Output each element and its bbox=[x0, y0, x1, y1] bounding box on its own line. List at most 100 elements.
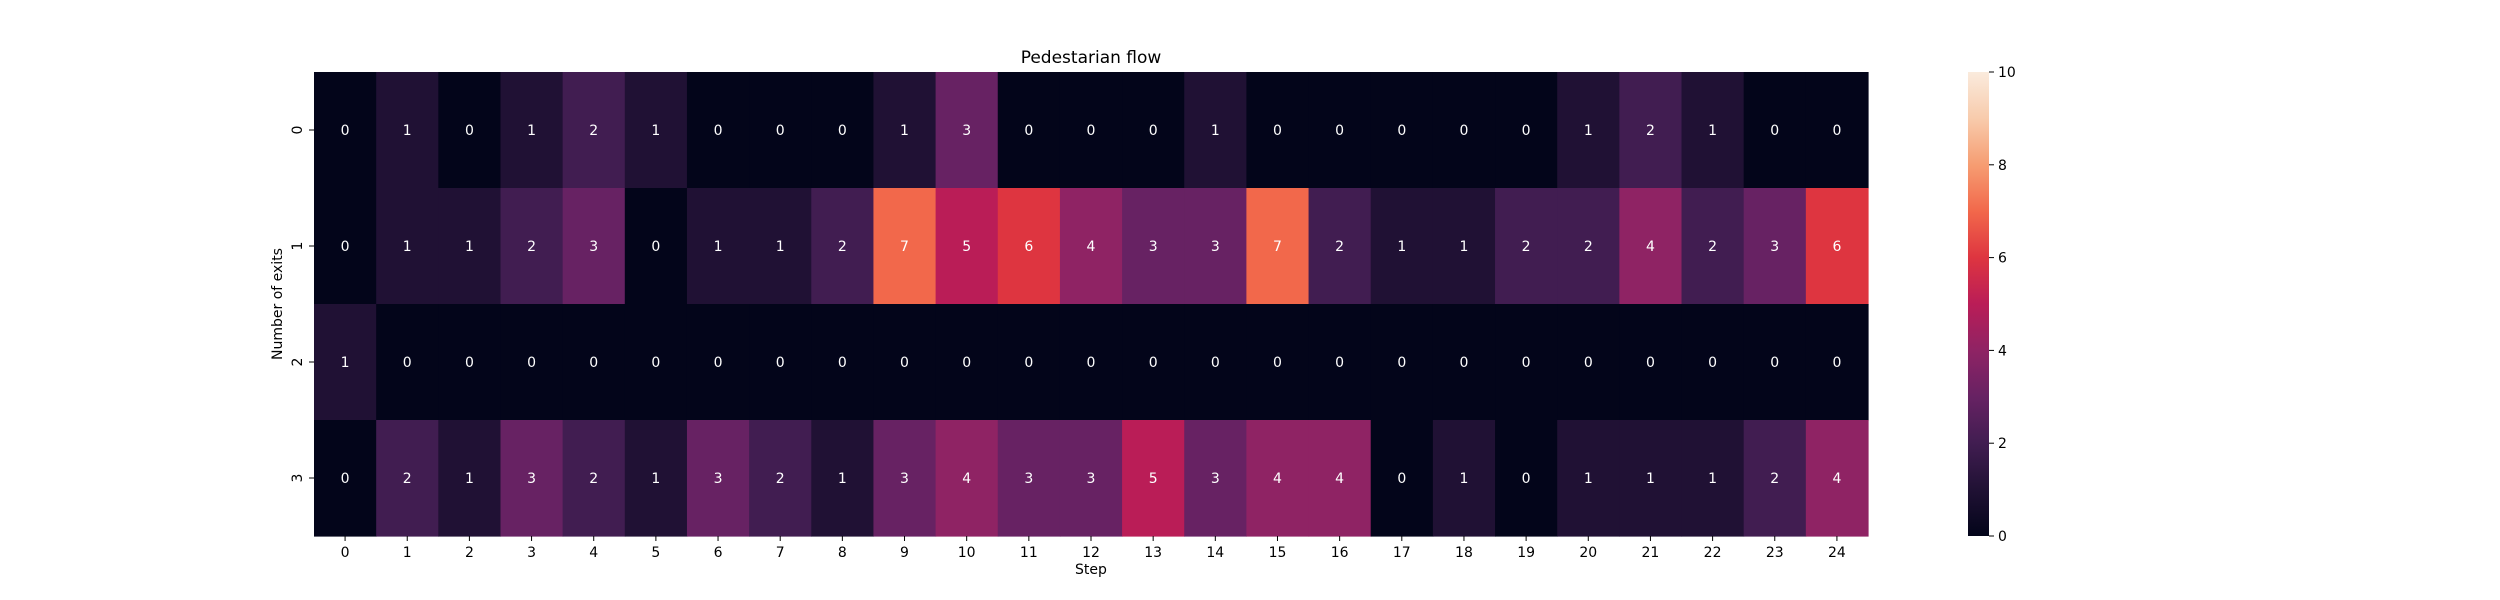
x-tick-label: 8 bbox=[838, 545, 847, 561]
heatmap-cell bbox=[997, 188, 1061, 305]
cell-value-label: 0 bbox=[1770, 123, 1779, 139]
heatmap-cell bbox=[562, 72, 626, 189]
heatmap-cell bbox=[811, 304, 875, 421]
heatmap-cell bbox=[314, 188, 377, 305]
heatmap-cell bbox=[438, 420, 502, 537]
cell-value-label: 0 bbox=[465, 123, 474, 139]
heatmap-cell bbox=[1184, 188, 1247, 305]
heatmap-cell bbox=[749, 188, 812, 305]
cell-value-label: 0 bbox=[1522, 355, 1531, 371]
heatmap-cell bbox=[1743, 72, 1807, 189]
cell-value-label: 1 bbox=[1459, 471, 1468, 487]
heatmap-cell bbox=[1557, 188, 1620, 305]
heatmap-cell bbox=[500, 420, 564, 537]
cell-value-label: 2 bbox=[1708, 239, 1717, 255]
heatmap-cell bbox=[314, 304, 377, 421]
y-axis-ticks: 0 1 2 3 bbox=[290, 126, 314, 482]
heatmap-cell bbox=[873, 420, 937, 537]
x-tick-label: 1 bbox=[403, 545, 412, 561]
cell-value-label: 2 bbox=[1584, 239, 1593, 255]
cell-value-label: 1 bbox=[1646, 471, 1655, 487]
cell-value-label: 3 bbox=[714, 471, 723, 487]
heatmap-cell bbox=[1432, 304, 1496, 421]
cell-value-label: 1 bbox=[900, 123, 909, 139]
heatmap-cell bbox=[562, 304, 626, 421]
heatmap-cell bbox=[438, 188, 502, 305]
heatmap-cell bbox=[1308, 304, 1372, 421]
cell-value-label: 3 bbox=[589, 239, 598, 255]
cell-value-label: 6 bbox=[1832, 239, 1841, 255]
cell-value-label: 7 bbox=[1273, 239, 1282, 255]
cell-value-label: 2 bbox=[589, 123, 598, 139]
heatmap-cell bbox=[1246, 188, 1310, 305]
cell-value-label: 0 bbox=[341, 239, 350, 255]
heatmap-cell bbox=[1122, 304, 1185, 421]
colorbar-tick-label: 4 bbox=[1998, 343, 2007, 359]
x-tick-label: 15 bbox=[1269, 545, 1287, 561]
heatmap-cell bbox=[1495, 72, 1558, 189]
cell-value-label: 0 bbox=[341, 123, 350, 139]
heatmap-cell bbox=[1495, 304, 1558, 421]
cell-value-label: 7 bbox=[900, 239, 909, 255]
y-tick-label: 0 bbox=[290, 126, 306, 135]
cell-value-label: 0 bbox=[1832, 355, 1841, 371]
heatmap-cell bbox=[1619, 304, 1683, 421]
cell-value-label: 0 bbox=[589, 355, 598, 371]
heatmap-cell bbox=[1619, 72, 1683, 189]
cell-value-label: 3 bbox=[527, 471, 536, 487]
heatmap-cell bbox=[686, 188, 750, 305]
y-axis-label: Number of exits bbox=[270, 248, 286, 360]
cell-value-label: 3 bbox=[1024, 471, 1033, 487]
cell-value-label: 2 bbox=[527, 239, 536, 255]
x-tick-label: 13 bbox=[1144, 545, 1162, 561]
heatmap-cell bbox=[873, 188, 937, 305]
heatmap-cell bbox=[935, 188, 999, 305]
cell-value-label: 0 bbox=[1832, 123, 1841, 139]
cell-value-label: 0 bbox=[465, 355, 474, 371]
cell-value-label: 0 bbox=[776, 355, 785, 371]
cell-value-label: 6 bbox=[1024, 239, 1033, 255]
heatmap-cell bbox=[1681, 72, 1745, 189]
heatmap-cell bbox=[1432, 188, 1496, 305]
heatmap-cell bbox=[1681, 304, 1745, 421]
cell-value-label: 1 bbox=[1708, 471, 1717, 487]
cell-value-label: 2 bbox=[776, 471, 785, 487]
heatmap-cell bbox=[811, 420, 875, 537]
cell-value-label: 0 bbox=[1397, 355, 1406, 371]
cell-value-label: 3 bbox=[1149, 239, 1158, 255]
heatmap-cell bbox=[1370, 72, 1434, 189]
chart-title: Pedestarian flow bbox=[1021, 48, 1162, 68]
colorbar-tick-label: 10 bbox=[1998, 65, 2016, 81]
heatmap-cell bbox=[1619, 420, 1683, 537]
cell-value-label: 0 bbox=[1024, 355, 1033, 371]
cell-value-label: 0 bbox=[1335, 123, 1344, 139]
cell-value-label: 1 bbox=[838, 471, 847, 487]
heatmap-cell bbox=[686, 72, 750, 189]
cell-value-label: 0 bbox=[1149, 355, 1158, 371]
heatmap-cell bbox=[314, 72, 377, 189]
cell-value-label: 0 bbox=[1646, 355, 1655, 371]
heatmap-cell bbox=[500, 188, 564, 305]
heatmap-cell bbox=[624, 304, 688, 421]
heatmap-cell bbox=[314, 420, 377, 537]
cell-value-label: 3 bbox=[1087, 471, 1096, 487]
x-tick-label: 2 bbox=[465, 545, 474, 561]
x-tick-label: 16 bbox=[1331, 545, 1349, 561]
heatmap-cell bbox=[1619, 188, 1683, 305]
heatmap-cell bbox=[1370, 188, 1434, 305]
heatmap-cell bbox=[1184, 72, 1247, 189]
heatmap-cell bbox=[749, 420, 812, 537]
heatmap-cell bbox=[1122, 72, 1185, 189]
heatmap-cell bbox=[1557, 420, 1620, 537]
heatmap-cell bbox=[1805, 188, 1869, 305]
heatmap-cell bbox=[1805, 420, 1869, 537]
x-tick-label: 7 bbox=[776, 545, 785, 561]
cell-value-label: 2 bbox=[1770, 471, 1779, 487]
heatmap-cell bbox=[1184, 304, 1247, 421]
cell-value-label: 1 bbox=[465, 471, 474, 487]
cell-value-label: 0 bbox=[1273, 123, 1282, 139]
cell-value-label: 1 bbox=[1397, 239, 1406, 255]
heatmap-cell bbox=[935, 420, 999, 537]
heatmap-cell bbox=[1122, 188, 1185, 305]
